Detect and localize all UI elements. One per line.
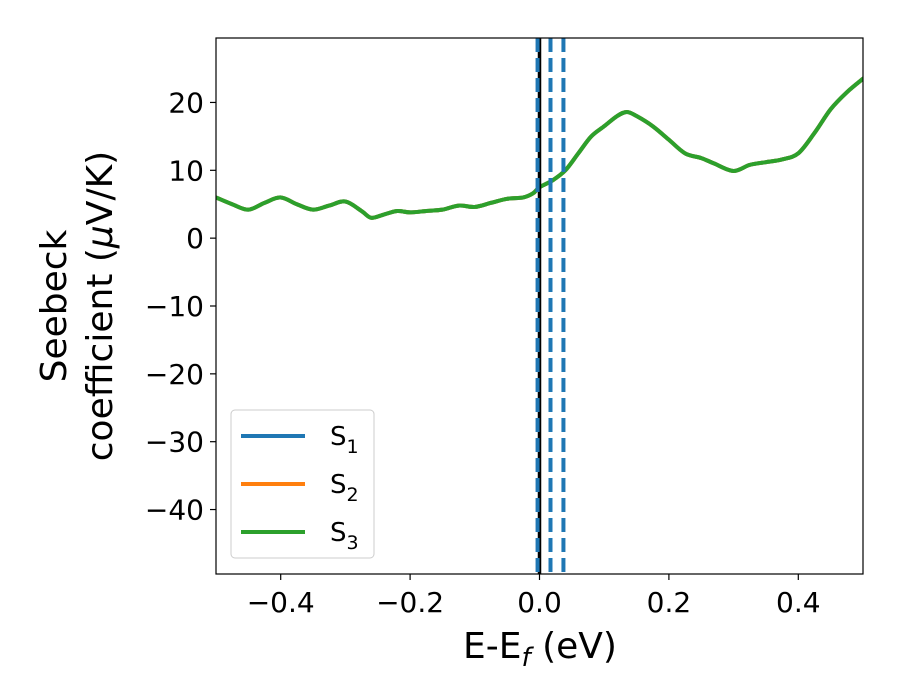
x-tick-label: 0.0 <box>517 586 562 619</box>
x-tick-label: 0.4 <box>776 586 821 619</box>
y-tick-label: 10 <box>168 154 204 187</box>
legend-label: S2 <box>330 470 359 506</box>
legend-entry-s2: S2 <box>241 470 359 506</box>
y-axis-title: Seebeck coefficient (μV/K) <box>34 151 121 461</box>
vertical-lines <box>535 38 566 574</box>
y-tick-label: 0 <box>186 222 204 255</box>
y-tick-label: −10 <box>145 290 204 323</box>
y-tick-label: −20 <box>145 358 204 391</box>
x-tick-label: −0.4 <box>247 586 315 619</box>
y-tick-label: 20 <box>168 86 204 119</box>
y-axis-title-line-2: coefficient (μV/K) <box>80 151 121 461</box>
y-tick-label: −40 <box>145 494 204 527</box>
x-axis-ticks: −0.4 −0.2 0.0 0.2 0.4 <box>247 574 821 619</box>
x-axis-title: E-Ef (eV) <box>463 626 617 673</box>
x-tick-label: 0.2 <box>647 586 692 619</box>
legend-entry-s3: S3 <box>241 518 359 554</box>
legend-label: S3 <box>330 518 359 554</box>
x-tick-label: −0.2 <box>376 586 444 619</box>
legend-label: S1 <box>330 422 359 458</box>
y-axis-title-line-1: Seebeck <box>34 229 75 382</box>
legend-entry-s1: S1 <box>241 422 359 458</box>
y-axis-ticks: 20 10 0 −10 −20 −30 −40 <box>145 86 216 527</box>
y-tick-label: −30 <box>145 426 204 459</box>
legend: S1 S2 S3 <box>230 409 375 559</box>
